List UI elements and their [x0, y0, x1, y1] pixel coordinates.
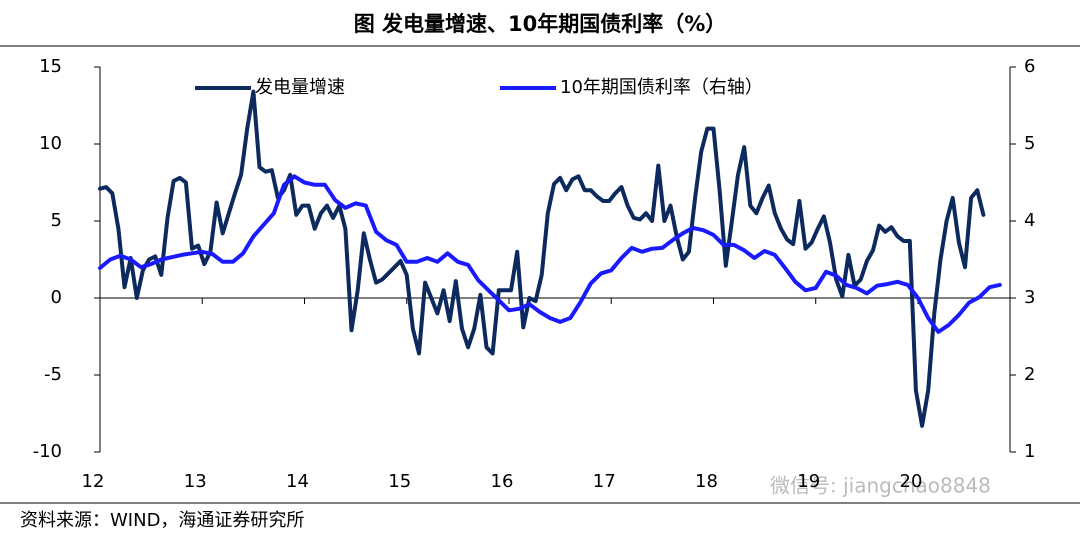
y-tick-label: -10 — [33, 441, 62, 462]
chart-title: 图 发电量增速、10年期国债利率（%） — [354, 12, 727, 36]
source-note: 资料来源：WIND，海通证券研究所 — [20, 510, 304, 531]
x-tick-label: 18 — [695, 471, 718, 492]
y-tick-label: -5 — [44, 364, 62, 385]
y2-tick-label: 6 — [1024, 56, 1035, 77]
y2-tick-label: 5 — [1024, 133, 1035, 154]
x-tick-label: 16 — [491, 471, 514, 492]
y2-tick-label: 4 — [1024, 210, 1035, 231]
x-tick-label: 12 — [82, 471, 105, 492]
x-tick-label: 19 — [797, 471, 820, 492]
x-tick-label: 13 — [184, 471, 207, 492]
y-tick-label: 10 — [39, 133, 62, 154]
y2-tick-label: 1 — [1024, 441, 1035, 462]
y-tick-label: 5 — [51, 210, 62, 231]
x-tick-label: 17 — [593, 471, 616, 492]
series-line — [98, 89, 986, 428]
y-tick-label: 0 — [51, 287, 62, 308]
y-tick-label: 15 — [39, 56, 62, 77]
x-tick-label: 20 — [900, 471, 923, 492]
y2-tick-label: 2 — [1024, 364, 1035, 385]
legend-label: 发电量增速 — [255, 77, 345, 98]
x-tick-label: 15 — [388, 471, 411, 492]
y2-tick-label: 3 — [1024, 287, 1035, 308]
legend-label: 10年期国债利率（右轴） — [560, 77, 763, 98]
watermark: 微信号: jiangchao8848 — [770, 474, 991, 498]
series-line — [98, 174, 1002, 334]
x-tick-label: 14 — [286, 471, 309, 492]
